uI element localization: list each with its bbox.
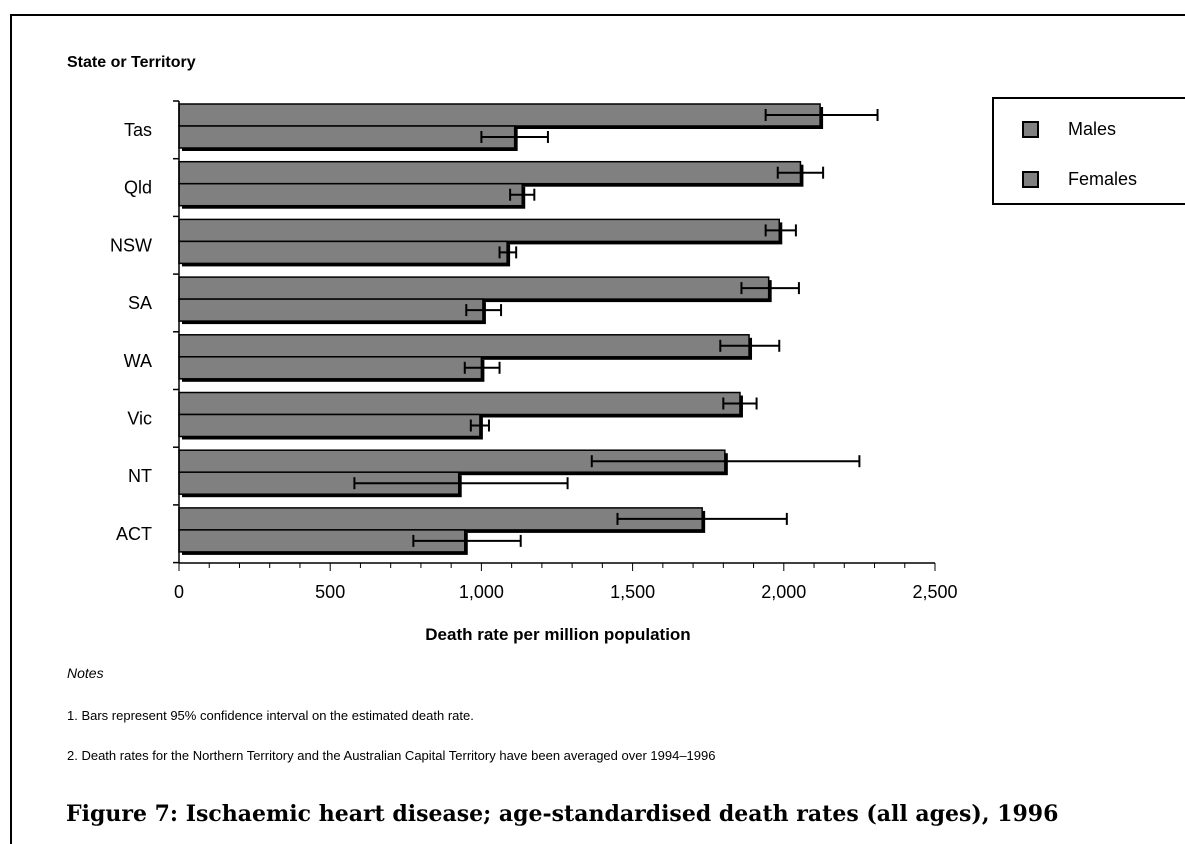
bar-tas-males	[178, 103, 821, 127]
bar-vic-females	[178, 413, 481, 438]
bar-qld-females	[178, 182, 523, 207]
category-label-vic: Vic	[127, 409, 152, 429]
y-axis-title: State or Territory	[67, 54, 196, 71]
x-tick-label: 500	[315, 582, 345, 602]
legend-label-females: Females	[1068, 168, 1138, 189]
figure-caption: Figure 7: Ischaemic heart disease; age-s…	[66, 801, 1059, 827]
bar-vic-males	[178, 391, 741, 416]
x-tick-label: 1,000	[459, 582, 504, 602]
note-1: 1. Bars represent 95% confidence interva…	[67, 708, 474, 723]
bar-tas-females	[178, 125, 516, 149]
category-label-nt: NT	[128, 466, 152, 486]
legend-item-females: Females	[1022, 168, 1137, 190]
bar-qld-males	[178, 160, 802, 185]
category-label-nsw: NSW	[110, 235, 152, 255]
bar-sa-females	[178, 298, 484, 322]
bar-wa-females	[178, 356, 483, 380]
legend-swatch-males	[1022, 120, 1039, 138]
legend-label-males: Males	[1068, 118, 1117, 139]
bar-nsw-females	[178, 240, 508, 265]
notes-title: Notes	[67, 665, 104, 681]
x-axis-title: Death rate per million population	[425, 625, 690, 644]
bar-wa-males	[178, 334, 750, 358]
bar-chart: Tas Qld NSW SA WA Vic NT ACT 0 500 1,000 1,500 2,000…	[110, 100, 958, 644]
category-label-act: ACT	[116, 524, 152, 544]
note-2: 2. Death rates for the Northern Territor…	[67, 748, 716, 763]
figure-frame	[10, 14, 1185, 844]
x-tick-label: 0	[174, 582, 184, 602]
x-tick-label: 2,500	[912, 582, 957, 602]
category-label-sa: SA	[128, 293, 152, 313]
bar-sa-males	[178, 276, 770, 300]
legend-item-males: Males	[1022, 118, 1116, 140]
legend: Males Females	[992, 97, 1185, 205]
bar-nsw-males	[178, 218, 781, 243]
category-label-tas: Tas	[124, 120, 152, 140]
legend-swatch-females	[1022, 170, 1039, 188]
x-tick-label: 2,000	[761, 582, 806, 602]
category-label-qld: Qld	[124, 178, 152, 198]
x-tick-label: 1,500	[610, 582, 655, 602]
category-label-wa: WA	[124, 351, 152, 371]
